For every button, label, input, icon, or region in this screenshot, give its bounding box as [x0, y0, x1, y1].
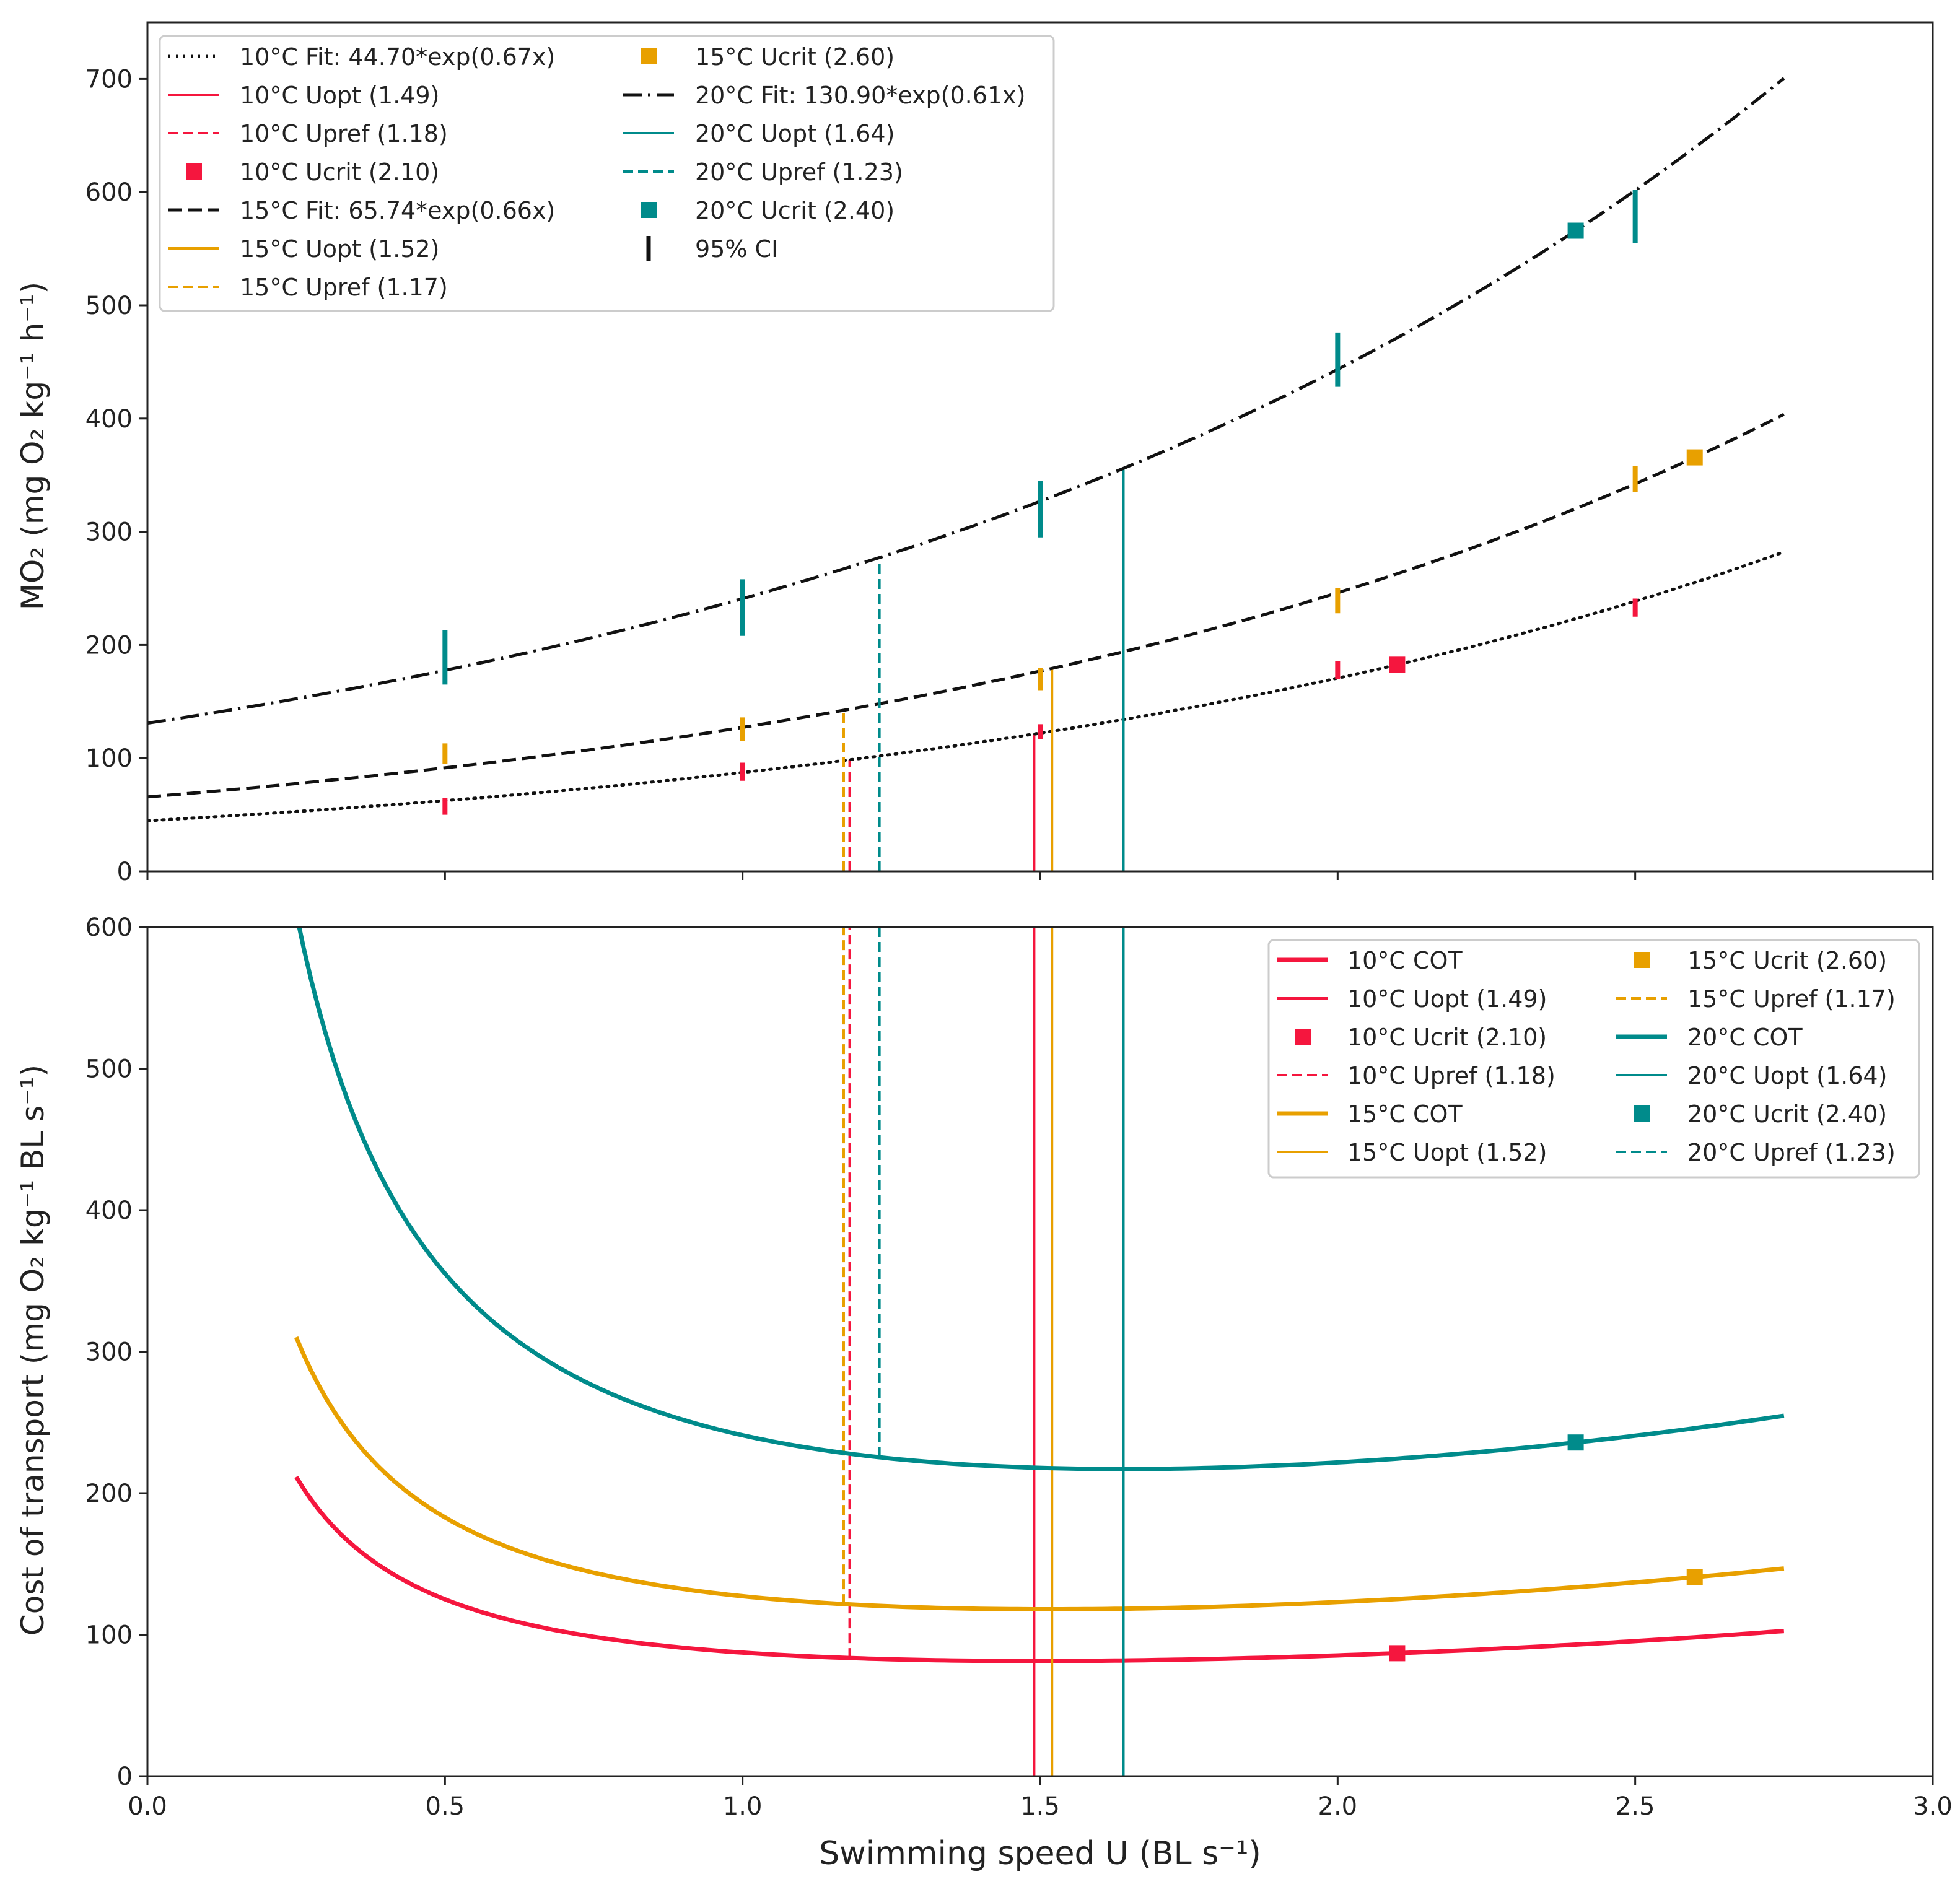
ucrit-marker-15: [1686, 449, 1703, 466]
x-tick-label: 2.0: [1318, 1792, 1358, 1821]
legend-swatch: [1295, 1029, 1311, 1045]
y-tick-label: 200: [85, 1480, 133, 1508]
x-axis-label: Swimming speed U (BL s⁻¹): [819, 1835, 1261, 1872]
y-tick-label: 400: [85, 405, 133, 434]
y-tick-label: 300: [85, 518, 133, 547]
ucrit-marker-10: [1389, 1645, 1406, 1662]
y-tick-label: 400: [85, 1197, 133, 1225]
legend-label: 20°C Upref (1.23): [1687, 1139, 1896, 1166]
y-tick-label: 0: [117, 858, 133, 886]
legend-label: 10°C Ucrit (2.10): [240, 159, 439, 186]
legend-label: 15°C Ucrit (2.60): [695, 43, 895, 71]
fit-curve-20: [147, 77, 1785, 725]
x-tick-label: 0.0: [128, 1792, 167, 1821]
legend-swatch: [186, 163, 202, 180]
cot-curve-15: [294, 1336, 1785, 1611]
cot-curve-20: [297, 927, 1785, 1471]
x-tick-label: 1.5: [1020, 1792, 1060, 1821]
legend-label: 20°C Uopt (1.64): [695, 120, 895, 147]
legend-label: 95% CI: [695, 235, 778, 263]
legend-label: 10°C Ucrit (2.10): [1347, 1024, 1547, 1051]
legend-label: 20°C COT: [1687, 1024, 1803, 1051]
legend-label: 10°C Uopt (1.49): [240, 82, 439, 109]
cot-legend: 10°C COT 10°C Uopt (1.49) 10°C Ucrit (2.10…: [1267, 939, 1920, 1179]
legend-label: 20°C Ucrit (2.40): [1687, 1101, 1887, 1128]
y-tick-label: 700: [85, 65, 133, 94]
fit-curve-10: [147, 550, 1786, 822]
cot-y-axis-label: Cost of transport (mg O₂ kg⁻¹ BL s⁻¹): [15, 1065, 51, 1636]
legend-label: 10°C COT: [1347, 947, 1463, 974]
legend-swatch: [1634, 1105, 1650, 1122]
legend-label: 10°C Upref (1.18): [1347, 1062, 1555, 1089]
x-tick-label: 1.0: [723, 1792, 763, 1821]
legend-label: 20°C Fit: 130.90*exp(0.61x): [695, 82, 1025, 109]
fit-curve-15: [147, 412, 1785, 799]
legend-label: 10°C Fit: 44.70*exp(0.67x): [240, 43, 555, 71]
ucrit-marker-20: [1567, 1434, 1584, 1451]
y-tick-label: 200: [85, 631, 133, 660]
y-tick-label: 600: [85, 913, 133, 942]
legend-label: 10°C Uopt (1.49): [1347, 985, 1547, 1013]
legend-label: 15°C COT: [1347, 1101, 1463, 1128]
legend-box: [159, 35, 1055, 312]
mo2-legend: 10°C Fit: 44.70*exp(0.67x) 10°C Uopt (1.4…: [159, 35, 1055, 312]
y-tick-label: 0: [117, 1763, 133, 1791]
legend-label: 15°C Uopt (1.52): [1347, 1139, 1547, 1166]
legend-label: 15°C Upref (1.17): [1687, 985, 1896, 1013]
mo2-panel: 0 100 200 300 400 500 600 700 10°C Fit: 44.70*ex…: [85, 21, 1934, 886]
plot-area: [294, 927, 1785, 1776]
x-tick-label: 3.0: [1913, 1792, 1953, 1821]
y-tick-label: 600: [85, 178, 133, 207]
legend-box: [1267, 939, 1920, 1179]
ucrit-marker-10: [1389, 656, 1406, 673]
legend-swatch: [641, 48, 657, 64]
mo2-y-axis-label: MO₂ (mg O₂ kg⁻¹ h⁻¹): [15, 282, 51, 610]
y-tick-label: 100: [85, 1621, 133, 1650]
legend-label: 20°C Upref (1.23): [695, 159, 903, 186]
legend-label: 20°C Ucrit (2.40): [695, 197, 895, 224]
legend-label: 15°C Fit: 65.74*exp(0.66x): [240, 197, 555, 224]
ucrit-marker-20: [1567, 222, 1584, 239]
ucrit-marker-15: [1686, 1569, 1703, 1585]
y-tick-label: 300: [85, 1338, 133, 1367]
plot-area: [147, 77, 1786, 871]
legend-swatch: [1634, 952, 1650, 968]
legend-label: 15°C Ucrit (2.60): [1687, 947, 1887, 974]
cot-curve-10: [294, 1476, 1785, 1663]
y-tick-label: 500: [85, 292, 133, 320]
legend-swatch: [641, 202, 657, 218]
legend-label: 20°C Uopt (1.64): [1687, 1062, 1887, 1089]
legend-label: 10°C Upref (1.18): [240, 120, 448, 147]
legend-label: 15°C Uopt (1.52): [240, 235, 439, 263]
x-tick-label: 2.5: [1616, 1792, 1655, 1821]
y-tick-label: 100: [85, 744, 133, 773]
cot-panel: 0 100 200 300 400 500 600 0.0 0.5 1.0 1.5 2.0 2.5 3.0…: [85, 913, 1953, 1821]
legend-label: 15°C Upref (1.17): [240, 274, 448, 301]
x-tick-label: 0.5: [426, 1792, 465, 1821]
y-tick-label: 500: [85, 1055, 133, 1084]
